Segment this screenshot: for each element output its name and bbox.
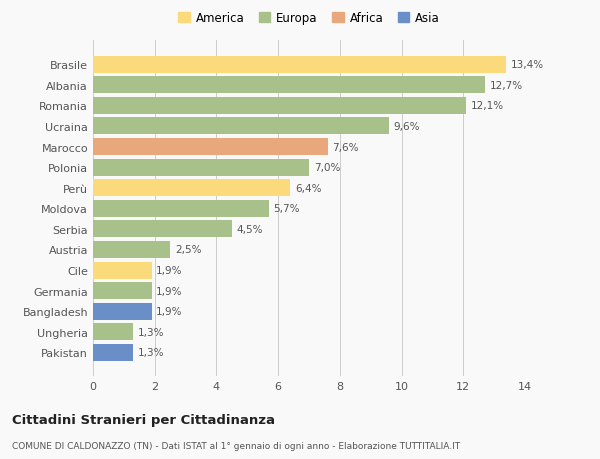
Bar <box>93 77 485 94</box>
Text: 12,7%: 12,7% <box>490 80 523 90</box>
Bar <box>93 241 170 258</box>
Bar <box>93 303 152 320</box>
Text: 1,9%: 1,9% <box>156 286 183 296</box>
Text: 5,7%: 5,7% <box>274 204 300 214</box>
Text: 1,3%: 1,3% <box>138 348 164 358</box>
Text: 7,0%: 7,0% <box>314 163 340 173</box>
Text: 1,9%: 1,9% <box>156 307 183 317</box>
Bar <box>93 118 389 135</box>
Text: COMUNE DI CALDONAZZO (TN) - Dati ISTAT al 1° gennaio di ogni anno - Elaborazione: COMUNE DI CALDONAZZO (TN) - Dati ISTAT a… <box>12 441 460 450</box>
Bar <box>93 324 133 341</box>
Bar <box>93 98 466 114</box>
Bar <box>93 344 133 361</box>
Legend: America, Europa, Africa, Asia: America, Europa, Africa, Asia <box>175 9 443 29</box>
Bar <box>93 201 269 217</box>
Text: 1,9%: 1,9% <box>156 265 183 275</box>
Bar <box>93 262 152 279</box>
Text: 13,4%: 13,4% <box>511 60 544 70</box>
Bar <box>93 221 232 238</box>
Bar <box>93 180 290 197</box>
Bar <box>93 159 309 176</box>
Text: 4,5%: 4,5% <box>236 224 263 235</box>
Bar <box>93 139 328 156</box>
Text: 1,3%: 1,3% <box>138 327 164 337</box>
Text: 9,6%: 9,6% <box>394 122 421 132</box>
Bar <box>93 283 152 299</box>
Text: Cittadini Stranieri per Cittadinanza: Cittadini Stranieri per Cittadinanza <box>12 413 275 426</box>
Text: 12,1%: 12,1% <box>471 101 504 111</box>
Bar <box>93 56 506 73</box>
Text: 2,5%: 2,5% <box>175 245 201 255</box>
Text: 7,6%: 7,6% <box>332 142 359 152</box>
Text: 6,4%: 6,4% <box>295 183 322 193</box>
